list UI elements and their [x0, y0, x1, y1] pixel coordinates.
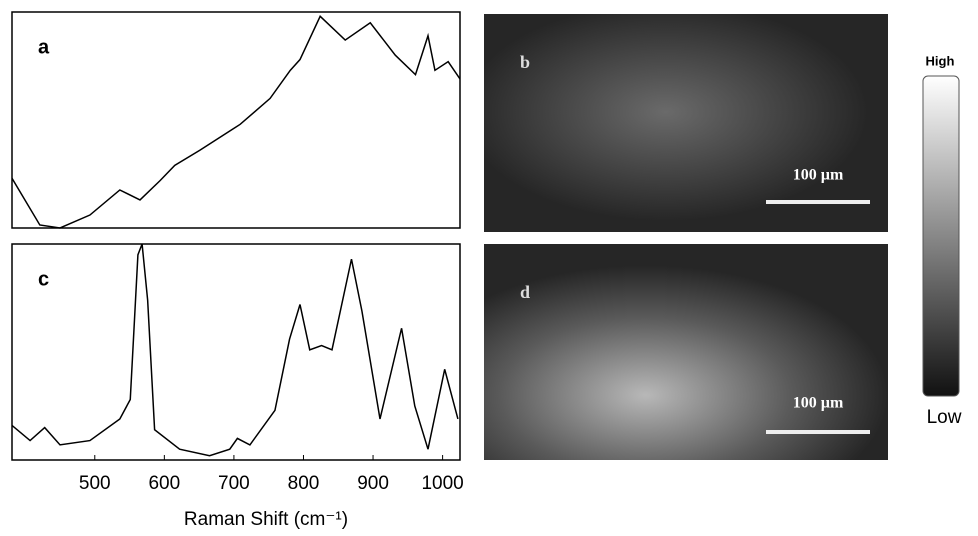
scale-label: 100 µm [793, 395, 844, 412]
panel-label: b [520, 52, 530, 72]
image [484, 244, 888, 460]
x-tick-label: 700 [218, 473, 250, 494]
x-axis-label: Raman Shift (cm⁻¹) [184, 509, 348, 530]
x-tick-label: 800 [288, 473, 320, 494]
colorbar-high: High [926, 53, 955, 68]
x-tick-label: 500 [79, 473, 111, 494]
image-b: b 100 µm [484, 14, 888, 232]
image [484, 14, 888, 232]
scale-bar [766, 200, 870, 204]
panel-label: a [38, 36, 50, 58]
scale-bar [766, 430, 870, 434]
panel-label: c [38, 268, 49, 290]
spectrum-line [12, 15, 460, 229]
colorbar-gradient [922, 75, 960, 397]
plot-frame [11, 11, 461, 229]
plot-frame [11, 243, 461, 461]
spectrum-line [12, 243, 459, 457]
colorbar: High Low [922, 53, 962, 428]
scale-label: 100 µm [793, 167, 844, 184]
image-d: d 100 µm [484, 244, 888, 460]
x-tick-label: 900 [357, 473, 389, 494]
x-tick-label: 600 [148, 473, 180, 494]
x-tick-label: 1000 [421, 473, 463, 494]
colorbar-low: Low [927, 407, 962, 428]
panel-label: d [520, 282, 530, 302]
